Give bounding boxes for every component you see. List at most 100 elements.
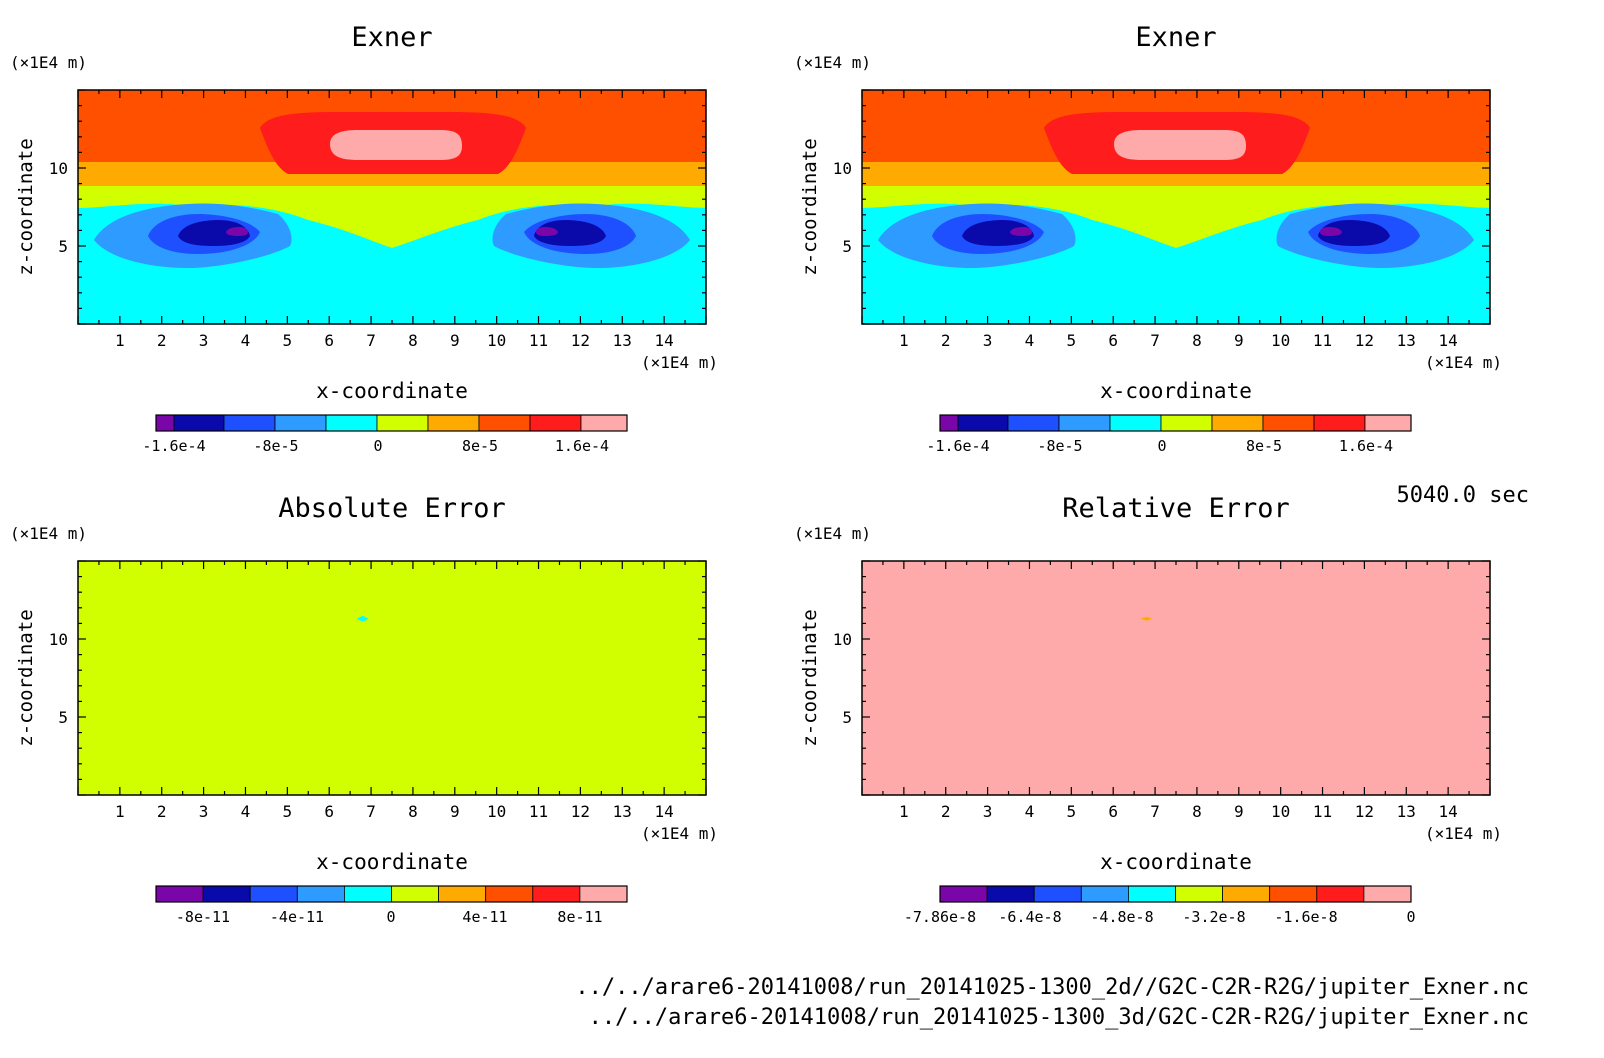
colorbar-swatch: [155, 885, 204, 903]
x-tick-label: 1: [115, 802, 125, 821]
vortex-right-group: [1276, 203, 1474, 268]
y-tick-label: 10: [49, 159, 68, 178]
colorbar-tick-label: -4e-11: [270, 908, 324, 926]
colorbar-swatch: [325, 414, 378, 432]
x-tick-label: 7: [1150, 802, 1160, 821]
x-unit-label: (×1E4 m): [641, 353, 718, 372]
colorbar: -1.6e-4 -8e-5 0 8e-5 1.6e-4: [142, 414, 628, 455]
colorbar-swatch: [376, 414, 429, 432]
colorbar-swatch: [1313, 414, 1366, 432]
vortex-left-ring1: [178, 220, 250, 246]
colorbar-swatch: [274, 414, 327, 432]
colorbar-swatch: [427, 414, 480, 432]
colorbar-swatch: [579, 885, 628, 903]
colorbar-tick-label: -7.86e-8: [904, 908, 976, 926]
colorbar-tick-label: 0: [1157, 437, 1166, 455]
field-fill: [78, 561, 706, 795]
colorbar-tick-label: -8e-5: [253, 437, 298, 455]
plot-area: [78, 90, 706, 324]
x-tick-label: 13: [613, 802, 632, 821]
x-tick-label: 1: [115, 331, 125, 350]
colorbar-swatch: [391, 885, 439, 903]
x-tick-label: 3: [199, 331, 209, 350]
x-tick-label: 12: [571, 802, 590, 821]
x-tick-label: 1: [899, 331, 909, 350]
colorbar-swatch: [957, 414, 1009, 432]
time-label: 5040.0 sec: [1396, 483, 1529, 508]
x-tick-label: 6: [324, 802, 334, 821]
colorbar-tick-label: 0: [373, 437, 382, 455]
chart-title: Relative Error: [1062, 493, 1290, 524]
colorbar-tick-label: -4.8e-8: [1090, 908, 1153, 926]
y-unit-label: (×1E4 m): [10, 53, 87, 72]
y-tick-label: 5: [842, 237, 852, 256]
colorbar-swatch: [1175, 885, 1223, 903]
colorbar-frame: [939, 885, 1412, 903]
x-axis-label: x-coordinate: [1100, 379, 1252, 403]
colorbar-tick-label: 1.6e-4: [555, 437, 609, 455]
y-tick-label: 10: [49, 630, 68, 649]
vortex-left-core: [1010, 227, 1032, 236]
x-tick-label: 6: [1108, 802, 1118, 821]
colorbar-tick-label: -8e-5: [1037, 437, 1082, 455]
x-tick-label: 10: [1271, 802, 1290, 821]
x-tick-label: 11: [529, 802, 548, 821]
x-unit-label: (×1E4 m): [1425, 353, 1502, 372]
file-path-line-1: ../../arare6-20141008/run_20141025-1300_…: [575, 975, 1529, 1000]
x-tick-label: 14: [655, 802, 674, 821]
x-tick-label: 4: [1025, 331, 1035, 350]
colorbar-swatch: [438, 885, 487, 903]
y-axis-label: z-coordinate: [799, 609, 821, 746]
plot-area: [862, 90, 1490, 324]
colorbar-swatch: [343, 885, 392, 903]
x-tick-label: 7: [366, 802, 376, 821]
colorbar-swatch: [1269, 885, 1318, 903]
colorbar-frame: [155, 414, 628, 432]
x-axis-label: x-coordinate: [1100, 850, 1252, 874]
vortex-right-ring1: [534, 220, 606, 246]
x-tick-label: 5: [1067, 802, 1077, 821]
colorbar-swatch: [529, 414, 582, 432]
x-tick-label: 10: [1271, 331, 1290, 350]
x-unit-label: (×1E4 m): [1425, 824, 1502, 843]
vortex-right-ring1: [1318, 220, 1390, 246]
colorbar: -1.6e-4 -8e-5 0 8e-5 1.6e-4: [926, 414, 1412, 455]
chart-title: Exner: [1135, 22, 1216, 53]
x-tick-label: 8: [1192, 331, 1202, 350]
colorbar-swatch: [1033, 885, 1082, 903]
x-tick-label: 13: [613, 331, 632, 350]
colorbar-swatch: [1211, 414, 1264, 432]
x-tick-label: 3: [199, 802, 209, 821]
colorbar-tick-label: 0: [1406, 908, 1415, 926]
colorbar-tick-label: -1.6e-4: [926, 437, 989, 455]
x-tick-label: 6: [1108, 331, 1118, 350]
x-unit-label: (×1E4 m): [641, 824, 718, 843]
x-tick-label: 8: [408, 331, 418, 350]
x-tick-label: 13: [1397, 331, 1416, 350]
x-tick-label: 9: [1234, 802, 1244, 821]
x-tick-label: 11: [1313, 331, 1332, 350]
colorbar: -7.86e-8 -6.4e-8 -4.8e-8 -3.2e-8 -1.6e-8 0: [904, 885, 1416, 926]
x-tick-label: 2: [941, 802, 951, 821]
colorbar-swatch: [1160, 414, 1213, 432]
y-tick-label: 10: [833, 630, 852, 649]
y-axis-label: z-coordinate: [15, 138, 37, 275]
y-tick-label: 5: [842, 708, 852, 727]
colorbar-swatch: [1080, 885, 1129, 903]
x-tick-label: 2: [157, 331, 167, 350]
colorbar-swatch: [202, 885, 251, 903]
x-tick-label: 13: [1397, 802, 1416, 821]
x-tick-label: 12: [1355, 331, 1374, 350]
colorbar-tick-label: -1.6e-4: [142, 437, 205, 455]
y-tick-label: 5: [58, 708, 68, 727]
colorbar-swatch: [173, 414, 225, 432]
colorbar-swatch: [1127, 885, 1176, 903]
x-tick-label: 5: [1067, 331, 1077, 350]
colorbar-tick-label: 8e-11: [557, 908, 602, 926]
colorbar-swatch: [1364, 414, 1412, 432]
vortex-right-group: [492, 203, 690, 268]
x-axis-label: x-coordinate: [316, 379, 468, 403]
x-tick-label: 14: [1439, 331, 1458, 350]
